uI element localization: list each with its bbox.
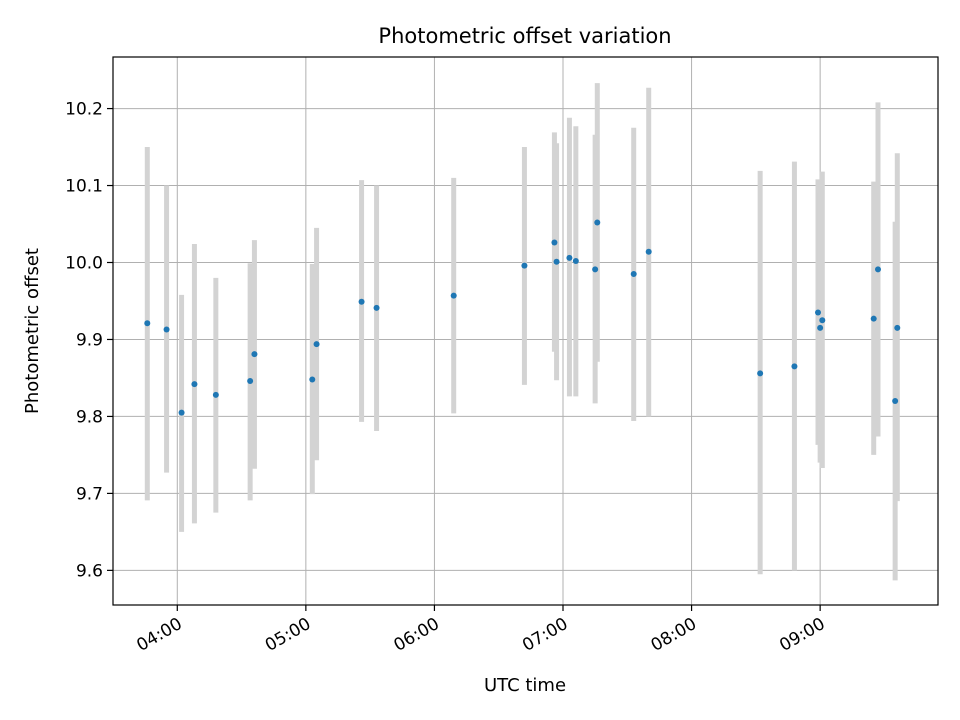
y-tick-label: 9.9 <box>76 330 103 350</box>
data-point <box>757 370 764 377</box>
data-point <box>373 304 380 311</box>
data-point <box>247 378 254 385</box>
data-point <box>815 309 821 316</box>
data-point <box>630 271 637 278</box>
chart-title: Photometric offset variation <box>378 24 671 48</box>
y-tick-label: 9.8 <box>76 407 103 427</box>
data-point <box>358 298 365 305</box>
data-point <box>450 292 457 299</box>
data-point <box>163 326 170 333</box>
point-layer <box>144 219 901 416</box>
data-point <box>875 266 881 273</box>
data-point <box>521 262 528 269</box>
y-tick-label: 9.6 <box>76 561 103 581</box>
data-point <box>594 219 601 226</box>
data-point <box>313 341 320 348</box>
data-point <box>791 363 798 370</box>
data-point <box>645 248 652 255</box>
y-tick-label: 10.2 <box>65 100 103 120</box>
data-point <box>817 324 824 331</box>
y-tick-label: 10.1 <box>65 177 103 197</box>
data-point <box>251 351 258 358</box>
y-tick-label: 10.0 <box>65 254 103 274</box>
data-point <box>212 391 219 398</box>
data-point <box>566 254 573 261</box>
x-axis-label: UTC time <box>484 675 566 696</box>
y-tick-label: 9.7 <box>76 484 103 504</box>
data-point <box>309 376 316 383</box>
data-point <box>819 317 826 324</box>
plot-frame <box>112 56 939 606</box>
data-point <box>870 315 877 322</box>
data-point <box>572 257 579 264</box>
data-point <box>144 320 151 327</box>
y-axis-label: Photometric offset <box>22 248 43 414</box>
data-point <box>553 258 560 265</box>
data-point <box>592 266 599 273</box>
data-point <box>894 324 901 331</box>
data-point <box>191 381 198 388</box>
data-point <box>178 409 185 416</box>
data-point <box>551 239 558 246</box>
data-point <box>892 398 899 405</box>
